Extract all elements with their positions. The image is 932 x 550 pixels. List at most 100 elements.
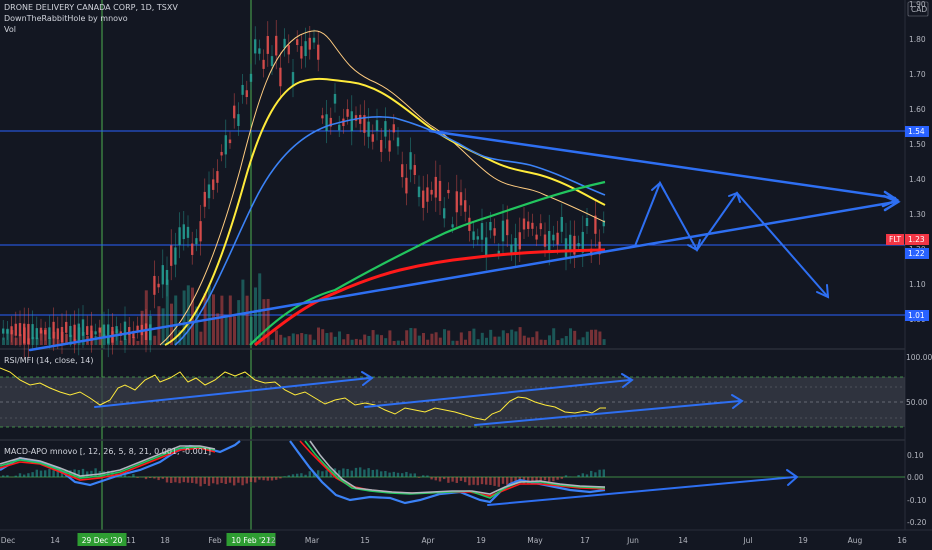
indicator-legend-rabbithole[interactable]: DownTheRabbitHole by mnovo	[4, 14, 128, 23]
volume-bar	[531, 337, 535, 345]
candle-body	[69, 325, 72, 338]
volume-bar	[590, 329, 593, 345]
macd-hist-bar	[438, 477, 442, 482]
projection-arrows[interactable]	[634, 180, 830, 299]
volume-bar	[153, 335, 157, 345]
macd-hist-bar	[480, 477, 484, 485]
volume-bar	[270, 339, 274, 345]
ma-blue	[174, 116, 606, 346]
macd-hist-bar	[144, 477, 148, 480]
macd-hist-bar	[165, 477, 169, 483]
candle-body	[73, 324, 76, 342]
rsi-axis[interactable]: 100.00 50.00	[906, 353, 932, 407]
volume-bar	[367, 335, 371, 345]
macd-hist-bar	[354, 467, 358, 477]
macd-hist-bar	[422, 475, 425, 477]
rsi-trend-arrows[interactable]	[94, 371, 744, 426]
macd-hist-bar	[283, 476, 286, 477]
price-tick-label: 1.50	[909, 140, 926, 149]
macd-hist-bar	[52, 470, 55, 477]
volume-bar	[396, 340, 400, 345]
candle-body	[18, 323, 22, 337]
macd-hist-bar	[338, 470, 341, 477]
candle-body	[237, 114, 240, 126]
rsi-tick-label: 50.00	[906, 398, 928, 407]
macd-hist-bar	[539, 477, 542, 483]
macd-hist-bar	[60, 470, 64, 477]
price-tag-box	[905, 126, 929, 137]
candle-body	[98, 328, 101, 333]
volume-bar	[443, 329, 446, 345]
macd-hist-bar	[275, 477, 278, 480]
main-trendlines[interactable]	[28, 129, 901, 352]
candle-body	[35, 328, 38, 340]
price-tag-box	[905, 248, 929, 259]
price-tick-label: 1.80	[909, 35, 926, 44]
price-tag-label: 1.01	[908, 311, 925, 320]
candle-body	[165, 269, 169, 285]
rsi-legend[interactable]: RSI/MFI (14, close, 14)	[4, 355, 93, 366]
candle-body	[191, 243, 194, 255]
macd-hist-bar	[249, 477, 253, 483]
candle-body	[102, 324, 106, 339]
volume-bar	[371, 330, 375, 345]
indicator-legend-volume[interactable]: Vol	[4, 25, 16, 34]
time-tick-label: 14	[50, 536, 60, 545]
macd-hist-bar	[94, 468, 97, 477]
candle-body	[401, 164, 404, 178]
volume-bar	[119, 340, 123, 345]
candle-body	[438, 180, 442, 202]
candle-body	[182, 224, 185, 240]
candle-body	[157, 283, 160, 288]
macd-hist-bar	[510, 477, 513, 486]
volume-bar	[350, 339, 354, 345]
macd-hist-bar	[174, 477, 177, 483]
macd-hist-bar	[224, 477, 227, 484]
time-tick-label: May	[527, 536, 543, 545]
volume-bar	[241, 279, 245, 345]
volume-bar	[602, 339, 606, 345]
macd-hist-bar	[506, 477, 509, 485]
macd-hist-bar	[300, 473, 303, 477]
candle-body	[77, 323, 80, 343]
price-candles	[2, 20, 605, 359]
candle-body	[279, 67, 282, 87]
macd-axis[interactable]: 0.10 0.00 -0.10 -0.20	[907, 451, 927, 527]
macd-legend[interactable]: MACD-APO mnovo [, 12, 26, 5, 8, 21, 0.00…	[4, 446, 211, 457]
volume-bar	[363, 334, 367, 345]
volume-bar	[291, 333, 295, 345]
volume-bar	[220, 295, 224, 345]
chart-legend[interactable]: DRONE DELIVERY CANADA CORP, 1D, TSXV Dow…	[4, 2, 178, 35]
candle-body	[602, 220, 605, 227]
macd-hist-bar	[6, 475, 9, 477]
volume-bar	[585, 331, 589, 345]
volume-bar	[405, 330, 409, 345]
macd-title[interactable]: MACD-APO mnovo [, 12, 26, 5, 8, 21, 0.00…	[4, 447, 212, 456]
macd-hist-bar	[346, 468, 349, 477]
macd-hist-bar	[325, 470, 328, 477]
volume-bar	[258, 273, 262, 345]
time-tick-label: Dec	[1, 536, 16, 545]
volume-bar	[573, 330, 577, 345]
rsi-title[interactable]: RSI/MFI (14, close, 14)	[4, 356, 94, 365]
macd-hist-bar	[602, 469, 605, 477]
volume-bar	[388, 330, 392, 345]
volume-bar	[65, 334, 68, 345]
candle-body	[350, 111, 353, 132]
price-tick-label: 1.90	[909, 0, 926, 9]
macd-trend-arrow[interactable]	[487, 469, 799, 506]
candle-body	[6, 329, 9, 334]
volume-bar	[552, 328, 556, 345]
price-tags: 1.54 FLT 1.23 1.22 1.01	[886, 126, 929, 321]
volume-bar	[518, 327, 522, 345]
macd-hist-bar	[342, 468, 345, 477]
macd-hist-bar	[44, 470, 47, 477]
macd-green-line	[0, 440, 606, 499]
price-axis[interactable]: 1.901.801.701.601.501.401.301.201.101.00	[909, 0, 926, 324]
candle-body	[443, 208, 446, 219]
symbol-title[interactable]: DRONE DELIVERY CANADA CORP, 1D, TSXV	[4, 3, 178, 12]
price-tag-label: FLT	[889, 235, 901, 244]
currency-badge	[907, 1, 929, 17]
